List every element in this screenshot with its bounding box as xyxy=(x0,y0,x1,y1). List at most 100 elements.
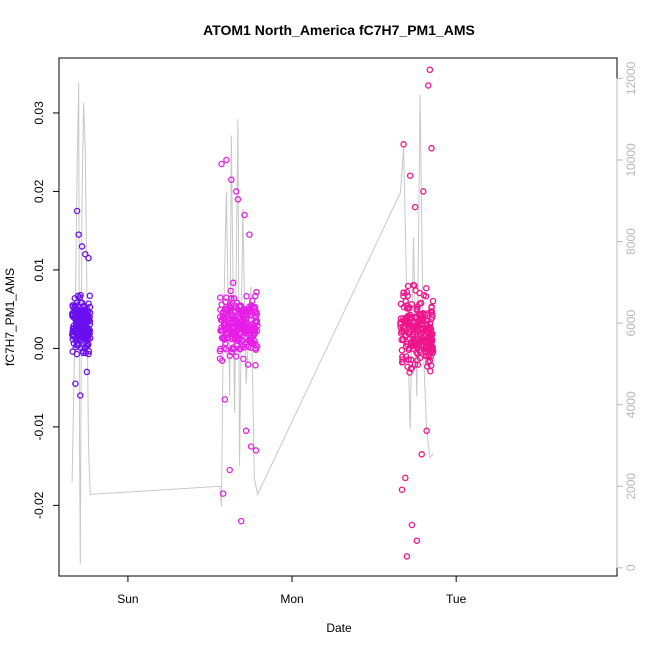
data-point xyxy=(229,279,237,287)
data-point xyxy=(402,298,410,305)
data-point xyxy=(423,352,430,360)
data-point xyxy=(77,392,84,399)
data-point xyxy=(226,466,233,474)
y-tick-label-right: 6000 xyxy=(624,309,638,336)
y-axis-right: 0 2000 4000 6000 8000 10000 12000 xyxy=(616,61,638,571)
data-point xyxy=(220,322,228,329)
data-point xyxy=(249,297,256,304)
data-point xyxy=(239,321,247,329)
data-point xyxy=(234,196,242,203)
y-tick-label-right: 0 xyxy=(624,564,638,571)
data-point xyxy=(69,302,76,309)
data-point xyxy=(411,361,419,368)
x-axis-label: Date xyxy=(326,621,352,635)
data-point xyxy=(73,325,80,333)
data-point xyxy=(240,344,248,351)
data-point xyxy=(417,299,425,307)
data-point xyxy=(85,316,93,324)
data-point xyxy=(232,188,240,195)
data-point xyxy=(426,66,434,74)
data-point xyxy=(246,231,253,238)
data-point xyxy=(400,327,407,335)
data-point xyxy=(423,284,430,292)
data-point xyxy=(83,321,90,328)
data-point xyxy=(403,302,411,309)
data-point xyxy=(403,288,411,296)
data-point xyxy=(422,311,429,319)
data-point xyxy=(77,291,84,299)
data-point xyxy=(422,292,430,300)
data-point xyxy=(247,309,254,316)
data-point xyxy=(244,361,252,368)
data-point xyxy=(413,340,420,347)
data-point xyxy=(400,141,407,148)
data-point xyxy=(72,334,79,342)
data-point xyxy=(240,355,247,363)
data-point xyxy=(82,250,89,258)
plot-frame xyxy=(58,57,618,577)
data-point xyxy=(227,287,234,295)
data-point xyxy=(424,324,432,331)
data-point xyxy=(243,327,251,335)
chart-title: ATOM1 North_America fC7H7_PM1_AMS xyxy=(203,22,475,38)
x-tick-label: Mon xyxy=(280,592,303,606)
data-point xyxy=(410,325,417,333)
data-point xyxy=(248,323,256,331)
data-point xyxy=(246,306,253,313)
data-point xyxy=(408,521,416,529)
data-point xyxy=(78,243,86,250)
data-point xyxy=(425,82,432,89)
data-point xyxy=(399,356,406,363)
data-point xyxy=(238,310,246,317)
data-point xyxy=(218,160,225,168)
data-point xyxy=(416,289,423,297)
data-point xyxy=(216,355,224,362)
data-point xyxy=(245,338,253,345)
data-point xyxy=(221,336,228,343)
data-point xyxy=(424,363,431,370)
data-point xyxy=(252,346,260,353)
data-point xyxy=(252,362,259,369)
data-point xyxy=(243,292,250,300)
x-tick-label: Sun xyxy=(117,592,138,606)
data-point xyxy=(404,292,411,300)
data-point xyxy=(410,281,417,289)
y-tick-label-left: 0.02 xyxy=(32,179,46,203)
data-point xyxy=(80,311,88,319)
data-point xyxy=(253,288,260,296)
data-point xyxy=(414,350,421,358)
data-point xyxy=(219,314,226,321)
data-point xyxy=(407,356,415,363)
y-axis-label: fC7H7_PM1_AMS xyxy=(3,268,17,366)
data-point xyxy=(247,316,255,324)
data-point xyxy=(73,207,81,215)
data-point xyxy=(429,330,436,338)
data-point xyxy=(422,345,429,352)
y-tick-label-left: -0.02 xyxy=(32,491,46,519)
data-point xyxy=(405,312,412,320)
data-point xyxy=(247,443,255,450)
data-point xyxy=(403,318,410,325)
data-point xyxy=(75,231,82,238)
data-point xyxy=(402,474,409,482)
data-point xyxy=(228,176,235,183)
data-point xyxy=(82,335,89,342)
y-tick-label-left: -0.01 xyxy=(32,413,46,441)
data-point xyxy=(217,327,224,334)
data-point xyxy=(416,332,424,339)
data-point xyxy=(223,156,230,164)
x-tick-label: Tue xyxy=(446,592,467,606)
data-point xyxy=(81,304,88,311)
data-point xyxy=(400,292,407,300)
data-point xyxy=(428,314,436,321)
data-point xyxy=(83,368,91,376)
data-point xyxy=(429,297,437,305)
y-tick-label-right: 10000 xyxy=(624,143,638,177)
data-point xyxy=(229,324,236,331)
y-tick-label-right: 8000 xyxy=(624,228,638,255)
data-point xyxy=(427,367,434,375)
data-point xyxy=(85,300,92,307)
data-point xyxy=(82,327,89,335)
data-point xyxy=(402,333,409,340)
data-point xyxy=(229,345,236,353)
